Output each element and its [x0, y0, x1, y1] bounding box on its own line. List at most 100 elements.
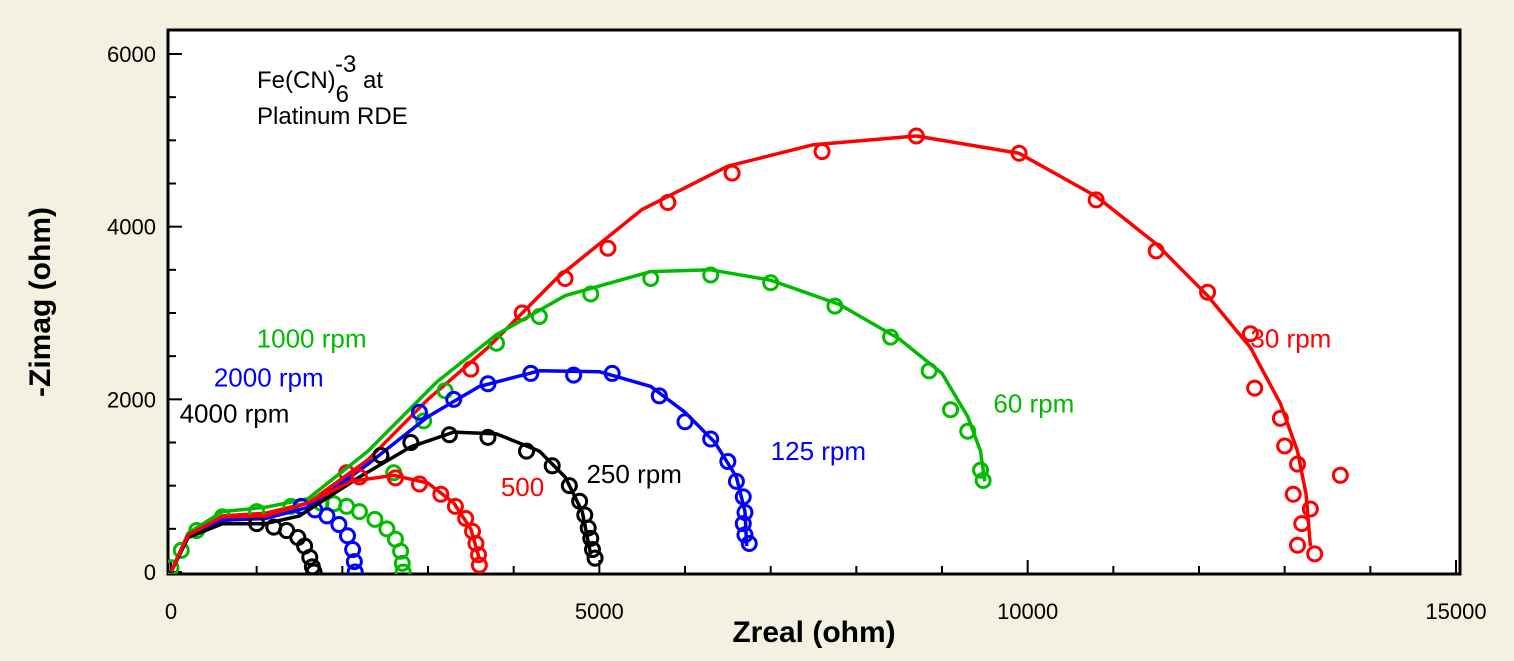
- data-point: [168, 559, 180, 574]
- data-point: [522, 364, 540, 382]
- data-point: [436, 382, 454, 400]
- data-point: [1293, 515, 1311, 533]
- fit-line-250-rpm: [169, 430, 593, 573]
- data-point: [1087, 191, 1105, 209]
- series-label: 60 rpm: [993, 388, 1074, 418]
- fit-line-125-rpm: [169, 369, 749, 573]
- data-point: [479, 375, 497, 393]
- data-point: [1301, 500, 1319, 518]
- annotation-subscript: 6: [336, 81, 349, 108]
- data-point: [826, 297, 844, 315]
- data-point: [488, 334, 506, 352]
- data-point: [571, 492, 589, 510]
- data-point: [734, 488, 752, 506]
- data-point: [1246, 379, 1264, 397]
- data-point: [740, 535, 758, 553]
- data-point: [338, 527, 356, 545]
- data-point: [394, 563, 412, 574]
- data-point: [462, 360, 480, 378]
- data-point: [446, 497, 464, 515]
- data-point: [560, 477, 578, 495]
- data-point: [582, 529, 600, 547]
- data-point: [719, 452, 737, 470]
- data-point: [702, 266, 720, 284]
- data-point: [723, 164, 741, 182]
- plot-content: [168, 127, 1349, 574]
- data-point: [467, 535, 485, 553]
- data-point: [350, 503, 368, 521]
- y-tick-label: 0: [144, 560, 156, 585]
- data-point: [410, 403, 428, 421]
- x-tick-label: 0: [165, 599, 177, 624]
- data-point: [1276, 437, 1294, 455]
- data-point: [350, 468, 368, 486]
- data-point: [942, 401, 960, 419]
- data-point: [543, 457, 561, 475]
- data-point: [583, 541, 601, 559]
- annotation-line2: Platinum RDE: [257, 103, 408, 130]
- data-point: [386, 469, 404, 487]
- data-point: [920, 362, 938, 380]
- data-point: [372, 446, 390, 464]
- data-point: [762, 274, 780, 292]
- data-point: [659, 193, 677, 211]
- data-point: [440, 426, 458, 444]
- data-point: [556, 269, 574, 287]
- data-point: [727, 472, 745, 490]
- x-tick-label: 10000: [997, 599, 1058, 624]
- data-point: [366, 510, 384, 528]
- x-tick-label: 5000: [575, 599, 624, 624]
- data-point: [907, 127, 925, 145]
- annotation-superscript: -3: [335, 51, 356, 78]
- data-point: [470, 556, 488, 574]
- data-point: [586, 549, 604, 567]
- data-point: [518, 442, 536, 460]
- data-point: [305, 563, 323, 574]
- y-tick-label: 6000: [107, 42, 156, 67]
- fit-line-60-rpm: [169, 268, 987, 573]
- data-point: [410, 475, 428, 493]
- data-point: [736, 503, 754, 521]
- data-point: [470, 546, 488, 564]
- data-point: [318, 507, 336, 525]
- data-point: [402, 434, 420, 451]
- data-point: [734, 515, 752, 533]
- y-tick-label: 4000: [107, 215, 156, 240]
- annotation-line1: Fe(CN)6 -3 at: [257, 51, 383, 108]
- series-label: 250 rpm: [586, 459, 681, 489]
- data-point: [642, 269, 660, 287]
- data-point: [599, 239, 617, 257]
- data-point: [530, 307, 548, 325]
- data-point: [301, 548, 319, 566]
- data-point: [393, 554, 411, 572]
- data-point: [1010, 144, 1028, 162]
- data-point: [603, 364, 621, 382]
- data-point: [172, 541, 190, 559]
- data-point: [650, 387, 668, 405]
- data-point: [1331, 466, 1349, 484]
- data-point: [974, 471, 992, 489]
- data-point: [676, 413, 694, 431]
- data-point: [479, 428, 497, 446]
- series-label: 125 rpm: [771, 436, 866, 466]
- data-point: [1147, 242, 1165, 260]
- series-label: 4000 rpm: [180, 399, 290, 429]
- data-point: [565, 366, 583, 384]
- data-point: [1284, 485, 1302, 503]
- data-point: [344, 541, 362, 559]
- data-point: [415, 412, 433, 430]
- data-point: [392, 542, 410, 560]
- data-point: [882, 328, 900, 346]
- data-point: [1306, 545, 1324, 563]
- data-point: [445, 390, 463, 408]
- series-label: 500: [501, 472, 544, 502]
- plot-area: [166, 28, 1462, 576]
- data-point: [959, 422, 977, 440]
- data-point: [1241, 325, 1259, 343]
- data-point: [346, 563, 364, 574]
- data-point: [582, 285, 600, 303]
- data-point: [1271, 409, 1289, 427]
- data-point: [457, 509, 475, 527]
